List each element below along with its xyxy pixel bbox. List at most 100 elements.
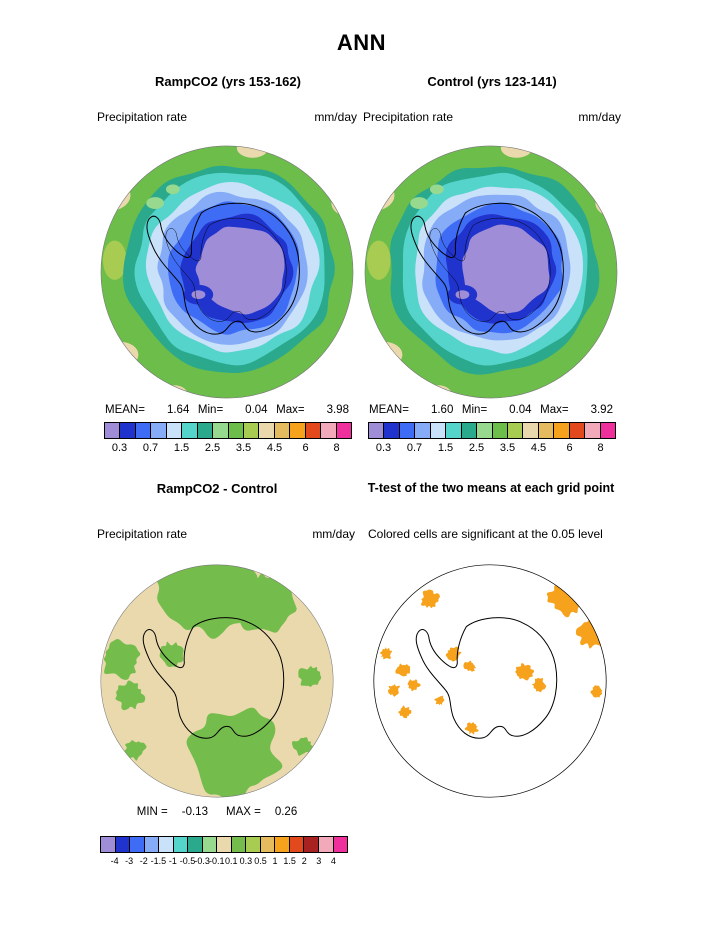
colorbar-segment [369,423,385,438]
colorbar-tick-label: 0.1 [225,856,238,866]
colorbar-segment [446,423,462,438]
panel-title-rampco2: RampCO2 (yrs 153-162) [155,74,301,89]
control-mean-value: 1.60 [430,404,454,416]
colorbar-tick-label: 4.5 [530,442,547,454]
contour-fill-region [398,705,412,719]
colorbar-segment [202,837,218,852]
panel-title-control: Control (yrs 123-141) [427,74,557,89]
contour-fill-region [395,663,411,677]
ttest-note: Colored cells are significant at the 0.0… [368,527,603,541]
colorbar-tick-label: -1 [168,856,177,866]
control-label-row: Precipitation rate mm/day [363,110,621,124]
colorbar-segment [415,423,431,438]
colorbar-tick-label: 0.7 [406,442,423,454]
interior-contour-line [165,217,287,322]
colorbar-tick-label: -0.1 [208,856,225,866]
colorbar-tick-label: 8 [333,442,340,454]
contour-fill-region [195,226,285,315]
control-min: Min= 0.04 [462,404,532,416]
colorbar-segment [166,423,183,438]
ramp-mean-label: MEAN= [105,404,145,416]
colorbar-segment [101,837,116,852]
contour-fill-region [298,666,322,687]
interior-contour-line [429,217,551,322]
antarctica-coastline [415,617,558,739]
map-control [363,144,619,400]
colorbar-segment [336,423,351,438]
colorbar-segment [213,423,229,438]
colorbar-segment [105,423,121,438]
colorbar-segment [569,423,586,438]
contour-fill-region [186,707,283,798]
control-units-label: mm/day [578,110,621,124]
colorbar-tick-label: 1 [272,856,278,866]
diff-field-label: Precipitation rate [97,527,188,541]
contour-fill-patch [578,160,609,183]
diff-label-row: Precipitation rate mm/day [97,527,355,541]
contour-fill-region [103,638,141,680]
colorbar-tick-label: 0.5 [254,856,267,866]
colorbar-segment [260,837,276,852]
colorbar-tick-label: 6 [302,442,309,454]
colorbar-segment [289,837,305,852]
colorbar-ticks-control: 0.3 0.7 1.5 2.5 3.5 4.5 6 8 [368,442,616,456]
colorbar-tick-label: 8 [597,442,604,454]
contour-fill-patch [366,240,391,280]
colorbar-segment [217,837,232,852]
colorbar-tick-label: 3.5 [499,442,516,454]
colorbar-control [368,422,616,439]
ramp-mean-value: 1.64 [166,404,190,416]
colorbar-segment [231,837,247,852]
colorbar-tick-label: 2 [301,856,307,866]
contour-fill-region [515,663,535,681]
map-ttest-svg [373,564,607,798]
colorbar-tick-label: 6 [566,442,573,454]
colorbar-segment [321,423,337,438]
contour-fill-region [421,589,440,609]
antarctica-coastline [142,617,285,739]
colorbar-tick-label: 0.3 [375,442,392,454]
colorbar-segment [304,837,319,852]
colorbar-tick-label: -0.3 [194,856,210,866]
diff-max-label: MAX = [225,806,261,818]
colorbar-tick-label: 0.3 [239,856,253,866]
colorbar-tick-label: 0.3 [111,442,128,454]
colorbar-ticks-rampco2: 0.3 0.7 1.5 2.5 3.5 4.5 6 8 [104,442,352,456]
colorbar-tick-label: -3 [125,856,134,866]
panel-title-ttest: T-test of the two means at each grid poi… [367,481,615,495]
colorbar-segment [318,837,334,852]
colorbar-tick-label: 1.5 [173,442,190,454]
colorbar-segment [274,423,291,438]
contour-fill-region [462,224,550,314]
colorbar-segment [228,423,244,438]
diff-stats-row: MIN = -0.13 MAX = 0.26 [99,806,335,818]
map-diff [99,563,335,799]
colorbar-rampco2 [104,422,352,439]
ramp-min: Min= 0.04 [198,404,268,416]
colorbar-segment [384,423,400,438]
control-min-value: 0.04 [509,404,532,416]
control-mean: MEAN= 1.60 [369,404,453,416]
contour-fill-patch [102,240,127,280]
contour-fill-region [159,641,184,668]
contour-fill-spot [410,197,428,209]
colorbar-segment [461,423,478,438]
contour-fill-region [236,572,297,633]
colorbar-segment [259,423,275,438]
contour-fill-patch [314,160,345,183]
colorbar-segment [182,423,198,438]
diff-min-label: MIN = [136,806,168,818]
colorbar-segment [477,423,493,438]
colorbar-ticks-diff: -4 -3 -2 -1.5 -1 -0.5 -0.3 -0.1 0.1 0.3 0.5 1 1.5 2 3 4 [100,856,348,870]
colorbar-tick-label: 1.5 [437,442,454,454]
ramp-min-label: Min= [197,404,224,416]
colorbar-tick-label: 4 [330,856,336,866]
ramp-units-label: mm/day [314,110,357,124]
colorbar-segment [430,423,447,438]
contour-fill-region [532,677,547,693]
ramp-mean: MEAN= 1.64 [105,404,189,416]
colorbar-segment [399,423,416,438]
colorbar-segment [305,423,322,438]
colorbar-segment [333,837,348,852]
